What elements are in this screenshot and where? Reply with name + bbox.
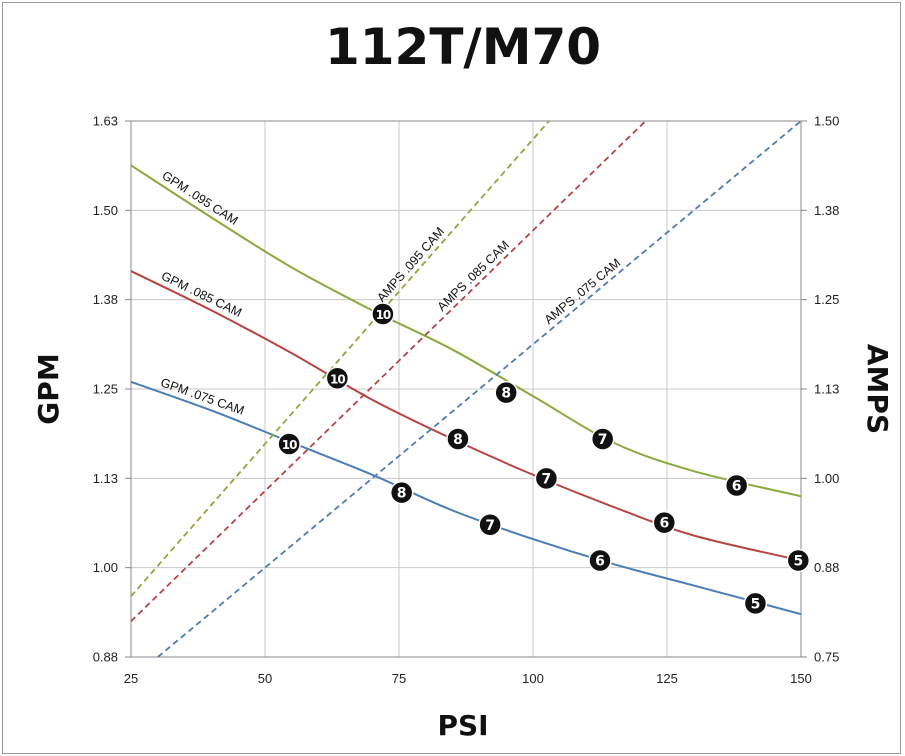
series-line-0 (131, 164, 801, 498)
plot-border (130, 120, 802, 658)
y-tick-label: 0.88 (93, 650, 118, 665)
series-marker: 6 (652, 510, 677, 535)
series-label-1: GPM .085 CAM (159, 269, 244, 320)
series-label-5: AMPS .075 CAM (542, 256, 624, 327)
marker-label: 7 (598, 432, 608, 448)
marker-label: 8 (501, 386, 511, 402)
series-markers: 10 8 7 6 10 8 7 6 5 10 8 7 6 5 (277, 302, 811, 616)
x-tick-label: 25 (124, 671, 138, 686)
y-axis-label: GPM (32, 353, 65, 424)
y2-tick-label: 1.25 (814, 292, 839, 307)
marker-label: 10 (330, 372, 345, 386)
marker-label: 6 (732, 478, 742, 494)
marker-label: 5 (793, 554, 803, 570)
series-marker: 10 (277, 432, 301, 456)
marker-label: 10 (282, 438, 297, 452)
series-marker: 7 (590, 427, 615, 451)
x-tick-label: 150 (790, 671, 812, 686)
series-marker: 8 (494, 380, 518, 405)
series-label-0: GPM .095 CAM (159, 168, 240, 227)
y2-tick-label: 1.50 (814, 114, 839, 129)
marker-label: 6 (659, 516, 669, 532)
y2-tick-label: 0.75 (814, 650, 839, 665)
y2-tick-label: 0.88 (814, 560, 839, 575)
series-marker: 7 (478, 513, 502, 537)
y2-tick-label: 1.00 (814, 471, 839, 486)
series-marker: 5 (786, 548, 811, 573)
x-tick-label: 125 (656, 671, 678, 686)
series-marker: 8 (389, 480, 414, 505)
series-marker: 8 (446, 427, 470, 451)
series-line-2 (131, 380, 801, 616)
series-marker: 10 (371, 302, 395, 326)
y-tick-label: 1.63 (93, 114, 118, 129)
y2-axis-label: AMPS (861, 344, 894, 434)
x-tick-label: 100 (522, 671, 544, 686)
marker-label: 10 (376, 308, 391, 322)
marker-label: 8 (397, 486, 407, 502)
series-marker: 5 (743, 591, 768, 616)
y2-tick-label: 1.13 (814, 382, 839, 397)
chart-title: 112T/M70 (325, 18, 601, 76)
marker-label: 6 (595, 554, 605, 570)
y-tick-label: 1.50 (93, 203, 118, 218)
y-tick-label: 1.13 (93, 471, 118, 486)
series-line-3 (131, 121, 550, 597)
marker-label: 5 (751, 596, 761, 612)
y-tick-label: 1.38 (93, 292, 118, 307)
y-tick-label: 1.25 (93, 382, 118, 397)
marker-label: 8 (453, 432, 463, 448)
y-tick-label: 1.00 (93, 560, 118, 575)
y2-tick-label: 1.38 (814, 203, 839, 218)
marker-label: 7 (485, 518, 495, 534)
series-label-4: AMPS .085 CAM (435, 238, 513, 314)
x-axis-label: PSI (437, 709, 488, 742)
series-label-3: AMPS .095 CAM (374, 225, 447, 305)
x-tick-label: 75 (392, 671, 406, 686)
series-marker: 10 (325, 366, 350, 391)
series-marker: 6 (588, 548, 612, 573)
x-tick-label: 50 (258, 671, 272, 686)
series-marker: 6 (724, 473, 749, 498)
marker-label: 7 (542, 471, 552, 487)
gridlines (130, 120, 802, 658)
series-marker: 7 (534, 466, 559, 491)
